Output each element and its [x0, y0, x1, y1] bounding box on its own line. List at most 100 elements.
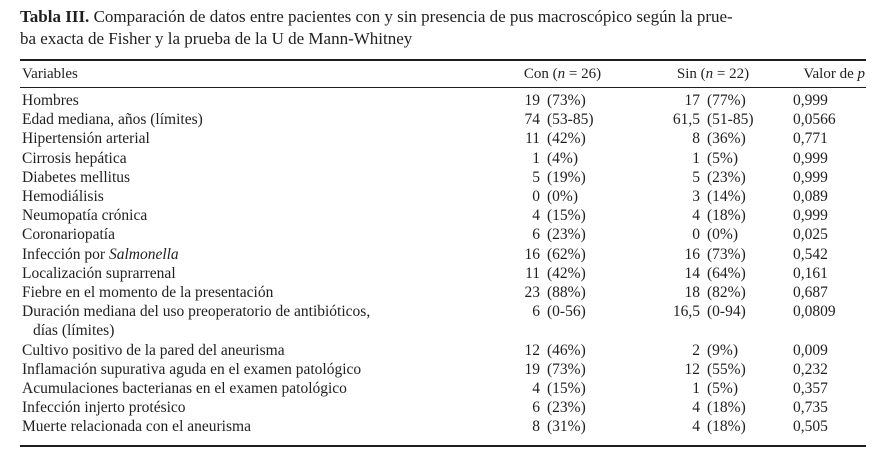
p-value-cell: 0,025 — [793, 226, 828, 244]
table-row: Cirrosis hepática 1 (4%) 1 (5%) 0,999 — [20, 149, 866, 168]
variable-cell: Hipertensión arterial — [20, 129, 485, 148]
variable-label: Localización suprarrenal — [22, 264, 176, 282]
con-detail: (62%) — [547, 245, 586, 263]
variable-label: Duración mediana del uso preoperatorio d… — [22, 303, 371, 321]
con-detail: (88%) — [547, 284, 586, 302]
sin-detail: (14%) — [707, 188, 746, 206]
con-count: 0 — [532, 188, 540, 206]
table-row: Fiebre en el momento de la presentación … — [20, 283, 866, 302]
variable-label: Hemodiálisis — [22, 188, 104, 206]
sin-detail: (55%) — [707, 360, 746, 378]
variable-cell: Cirrosis hepática — [20, 149, 485, 168]
variable-cell: Acumulaciones bacterianas en el examen p… — [20, 379, 485, 398]
column-header-sin-group: Sin (n = 22) — [640, 60, 786, 88]
sin-group-cell: 17 (77%) — [640, 88, 786, 111]
variable-cell: Edad mediana, años (límites) — [20, 110, 485, 129]
table-row: Neumopatía crónica 4 (15%) 4 (18%) 0,999 — [20, 206, 866, 225]
con-header-count: = 26) — [565, 66, 602, 82]
variable-label: Acumulaciones bacterianas en el examen p… — [22, 380, 347, 398]
sin-group-cell: 0 (0%) — [640, 225, 786, 244]
p-value-cell: 0,999 — [793, 92, 828, 109]
variable-cell: Localización suprarrenal — [20, 264, 485, 283]
variable-label: Inflamación supurativa aguda en el exame… — [22, 360, 362, 378]
sin-detail: (0%) — [707, 226, 738, 244]
table-row: Localización suprarrenal 11 (42%) 14 (64%)… — [20, 264, 866, 283]
table-row: Infección injerto protésico 6 (23%) 4 (18%… — [20, 398, 866, 417]
variable-cell: Hombres — [20, 88, 485, 111]
sin-header-text: Sin ( — [676, 66, 706, 82]
sin-header-count: = 22) — [713, 66, 750, 82]
p-value-cell: 0,0566 — [793, 111, 836, 129]
sin-detail: (0-94) — [707, 303, 746, 321]
sin-group-cell: 12 (55%) — [640, 360, 786, 379]
table-caption-line1: Comparación de datos entre pacientes con… — [93, 7, 733, 26]
con-group-cell: 74 (53-85) — [485, 110, 640, 129]
table-row: Hipertensión arterial 11 (42%) 8 (36%) 0,7… — [20, 129, 866, 148]
p-value-cell: 0,0809 — [793, 303, 836, 321]
sin-detail: (77%) — [707, 92, 746, 109]
sin-count: 18 — [684, 284, 701, 302]
con-count: 16 — [524, 245, 541, 263]
table-body: Hombres 19 (73%) 17 (77%) 0,999 Edad media… — [20, 88, 866, 446]
con-group-cell: 6 (23%) — [485, 225, 640, 244]
sin-detail: (23%) — [707, 168, 746, 186]
con-group-cell: 1 (4%) — [485, 149, 640, 168]
con-group-cell: 6 (0-56) — [485, 302, 640, 340]
sin-detail: (18%) — [707, 399, 746, 417]
sin-count: 4 — [692, 207, 700, 225]
sin-group-cell: 14 (64%) — [640, 264, 786, 283]
variable-cell: Cultivo positivo de la pared del aneuris… — [20, 341, 485, 360]
con-count: 23 — [524, 284, 541, 302]
p-value-cell: 0,542 — [793, 245, 828, 263]
sin-detail: (5%) — [707, 380, 738, 398]
sin-group-cell: 4 (18%) — [640, 417, 786, 445]
con-detail: (53-85) — [547, 111, 594, 129]
sin-group-cell: 16,5 (0-94) — [640, 302, 786, 340]
con-detail: (15%) — [547, 207, 586, 225]
variable-label-continuation: días (límites) — [33, 322, 115, 340]
p-value-cell: 0,232 — [793, 360, 828, 378]
p-value-cell: 0,771 — [793, 130, 828, 148]
con-group-cell: 6 (23%) — [485, 398, 640, 417]
con-group-cell: 4 (15%) — [485, 379, 640, 398]
sin-count: 12 — [684, 360, 701, 378]
p-value-cell: 0,505 — [793, 418, 828, 436]
con-detail: (15%) — [547, 380, 586, 398]
con-group-cell: 0 (0%) — [485, 187, 640, 206]
sin-count: 4 — [692, 418, 700, 436]
sin-count: 3 — [692, 188, 700, 206]
variable-label: Muerte relacionada con el aneurisma — [22, 418, 251, 436]
sin-group-cell: 1 (5%) — [640, 149, 786, 168]
con-detail: (42%) — [547, 264, 586, 282]
con-detail: (19%) — [547, 168, 586, 186]
con-count: 6 — [532, 226, 540, 244]
table-row: Duración mediana del uso preoperatorio d… — [20, 302, 866, 340]
con-header-text: Con ( — [523, 66, 558, 82]
variable-cell: Hemodiálisis — [20, 187, 485, 206]
column-header-variables: Variables — [20, 60, 485, 88]
sin-count: 17 — [684, 92, 701, 109]
sin-detail: (18%) — [707, 418, 746, 436]
variable-label: Hipertensión arterial — [22, 130, 150, 148]
sin-group-cell: 2 (9%) — [640, 341, 786, 360]
p-value-cell: 0,161 — [793, 264, 828, 282]
con-count: 4 — [532, 380, 540, 398]
sin-detail: (36%) — [707, 130, 746, 148]
con-group-cell: 5 (19%) — [485, 168, 640, 187]
con-detail: (23%) — [547, 399, 586, 417]
variable-cell: Muerte relacionada con el aneurisma — [20, 417, 485, 445]
p-value-cell: 0,357 — [793, 380, 828, 398]
sin-detail: (64%) — [707, 264, 746, 282]
variable-label: Hombres — [22, 92, 79, 109]
table-row: Infección por Salmonella 16 (62%) 16 (73%)… — [20, 245, 866, 264]
table-row: Hombres 19 (73%) 17 (77%) 0,999 — [20, 88, 866, 111]
sin-group-cell: 18 (82%) — [640, 283, 786, 302]
con-count: 12 — [524, 341, 541, 359]
variable-label: Neumopatía crónica — [22, 207, 148, 225]
sin-group-cell: 8 (36%) — [640, 129, 786, 148]
con-group-cell: 4 (15%) — [485, 206, 640, 225]
con-count: 19 — [524, 360, 541, 378]
con-count: 4 — [532, 207, 540, 225]
variable-cell: Infección injerto protésico — [20, 398, 485, 417]
column-header-p-value: Valor de p — [786, 60, 866, 88]
